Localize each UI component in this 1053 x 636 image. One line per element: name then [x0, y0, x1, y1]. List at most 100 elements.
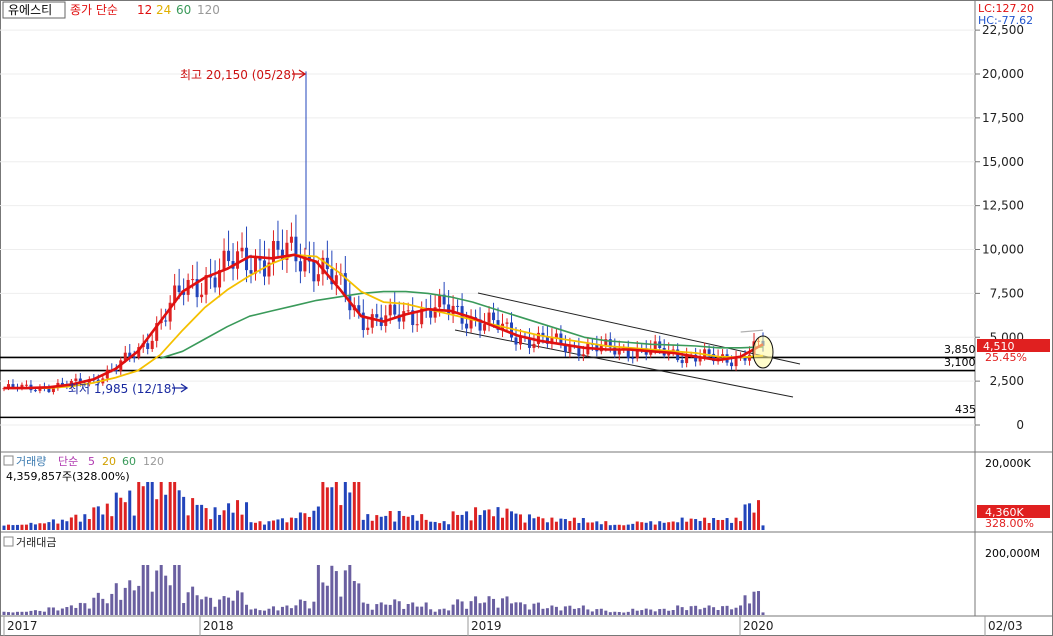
x-tick-label: 2020 — [743, 619, 774, 633]
low-arrow-icon — [172, 383, 189, 393]
amount-bar — [343, 570, 347, 615]
stock-name-box[interactable] — [2, 1, 66, 19]
y-tick-label: 10,000 — [982, 243, 1024, 257]
volume-bars — [2, 482, 765, 530]
amount-bar — [361, 602, 365, 615]
volume-bar — [361, 519, 365, 530]
volume-bar — [101, 514, 105, 530]
amount-bar — [734, 607, 738, 615]
volume-bar — [608, 525, 612, 530]
ma24-label[interactable]: 24 — [156, 3, 171, 17]
vol-ma120-label[interactable]: 120 — [143, 455, 164, 468]
amount-bar — [397, 601, 401, 615]
ma12-label[interactable]: 12 — [137, 3, 152, 17]
volume-bar — [245, 502, 249, 530]
ma120-label[interactable]: 120 — [197, 3, 220, 17]
candle-body — [536, 332, 540, 344]
volume-bar — [393, 521, 397, 530]
candle-body — [509, 322, 513, 338]
candle-body — [316, 274, 320, 282]
volume-bar — [119, 497, 123, 530]
volume-bar — [388, 511, 392, 530]
candle-body — [617, 348, 621, 355]
amount-label[interactable]: 거래대금 — [16, 536, 56, 549]
volume-bar — [644, 522, 648, 530]
amount-pane-toggle-icon[interactable] — [3, 536, 14, 547]
vol-ma5-label[interactable]: 5 — [88, 455, 95, 468]
candle-body — [204, 275, 208, 295]
candle-body — [527, 337, 531, 348]
volume-bar — [42, 523, 46, 530]
candle-body — [604, 339, 608, 346]
amount-bar — [227, 597, 231, 615]
volume-bar — [334, 482, 338, 530]
amount-bar — [47, 607, 51, 615]
amount-bar — [303, 600, 307, 615]
current-price: 4,510 — [983, 340, 1015, 353]
volume-bar — [649, 521, 653, 530]
amount-bar — [276, 610, 280, 615]
amount-bar — [649, 609, 653, 615]
candle-body — [487, 312, 491, 325]
volume-bar — [96, 506, 100, 530]
volume-bar — [631, 523, 635, 530]
volume-bar — [316, 506, 320, 530]
amount-bar — [721, 606, 725, 615]
volume-pane-toggle-icon[interactable] — [3, 455, 14, 466]
candle-body — [276, 240, 280, 250]
amount-bar — [20, 611, 24, 615]
candle-body — [568, 345, 572, 352]
amount-bar — [150, 591, 154, 615]
volume-bar — [78, 521, 82, 530]
candle-body — [541, 332, 545, 337]
amount-bar — [330, 565, 334, 615]
amount-bar — [631, 608, 635, 615]
volume-bar — [429, 521, 433, 530]
candle-body — [429, 308, 433, 318]
amount-bar — [222, 596, 226, 615]
volume-bar — [415, 520, 419, 530]
candle-body — [164, 320, 168, 322]
volume-bar — [191, 498, 195, 530]
amount-bar — [218, 599, 222, 615]
amount-bar — [352, 581, 356, 615]
volume-bar — [689, 518, 693, 530]
y-tick-label: 20,000 — [982, 67, 1024, 81]
candle-body — [289, 236, 293, 243]
amount-bar — [712, 607, 716, 615]
amount-bar — [312, 601, 316, 615]
volume-bar — [375, 515, 379, 530]
volume-ma-label[interactable]: 단순 — [58, 455, 78, 468]
price-ma-label[interactable]: 종가 단순 — [70, 3, 118, 17]
volume-label[interactable]: 거래량 — [16, 455, 46, 468]
amount-bar — [536, 602, 540, 615]
candle-body — [712, 353, 716, 362]
candle-body — [397, 314, 401, 322]
candle-body — [581, 354, 585, 357]
amount-bar — [384, 604, 388, 615]
vol-ma60-label[interactable]: 60 — [122, 455, 136, 468]
amount-bar — [554, 606, 558, 615]
amount-bar — [608, 612, 612, 615]
amount-bar — [56, 610, 60, 615]
x-tick-label: 2019 — [471, 619, 502, 633]
vol-ma20-label[interactable]: 20 — [102, 455, 116, 468]
volume-bar — [186, 515, 190, 530]
candle-body — [303, 256, 307, 272]
amount-bar — [532, 603, 536, 615]
trend-line-lower — [454, 329, 794, 398]
candle-body — [707, 349, 711, 354]
amount-bar — [685, 610, 689, 615]
amount-bar — [173, 565, 177, 615]
amount-bar — [492, 598, 496, 615]
y-tick-label: 12,500 — [982, 199, 1024, 213]
highlight-ellipse — [752, 335, 774, 369]
volume-bar — [581, 518, 585, 530]
lc-readout: LC:127.20 — [978, 2, 1034, 15]
candle-body — [222, 250, 226, 271]
candle-body — [146, 343, 150, 349]
ma60-label[interactable]: 60 — [176, 3, 191, 17]
volume-bar — [653, 524, 657, 530]
candle-body — [438, 294, 442, 308]
